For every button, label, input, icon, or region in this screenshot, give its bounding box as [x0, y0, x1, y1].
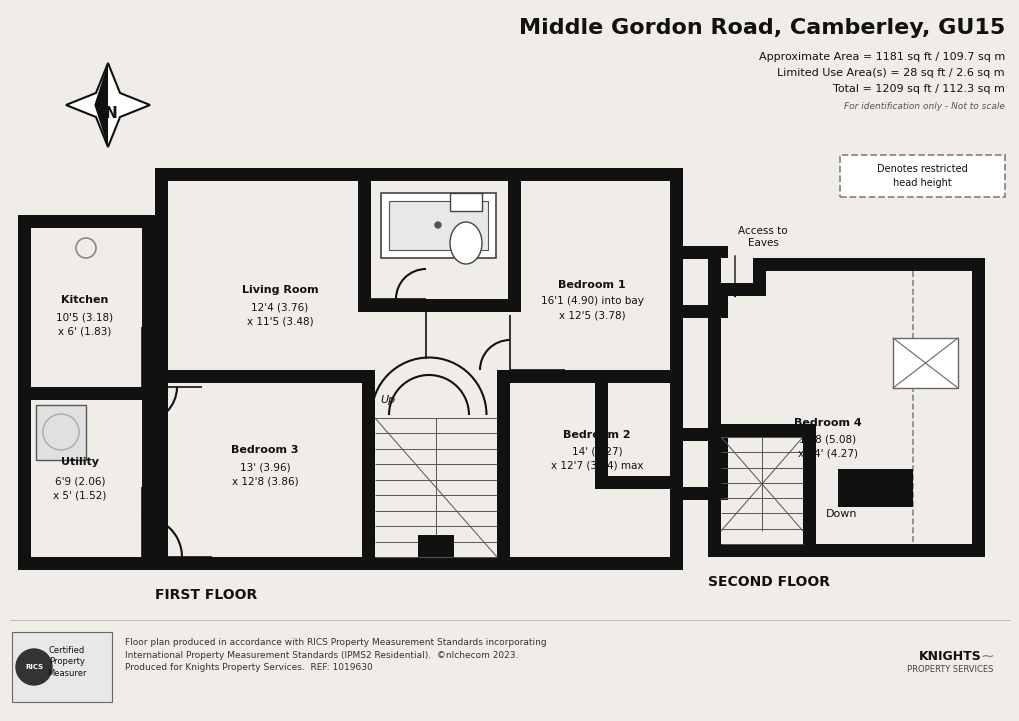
Bar: [971, 258, 984, 557]
Bar: [752, 258, 765, 296]
Text: Approximate Area = 1181 sq ft / 109.7 sq m: Approximate Area = 1181 sq ft / 109.7 sq…: [758, 52, 1004, 62]
Bar: [18, 387, 155, 400]
Text: Access to
Eaves: Access to Eaves: [738, 226, 787, 248]
Bar: [358, 299, 521, 312]
Text: Limited Use Area(s) = 28 sq ft / 2.6 sq m: Limited Use Area(s) = 28 sq ft / 2.6 sq …: [776, 68, 1004, 78]
Bar: [802, 424, 815, 544]
Text: For identification only - Not to scale: For identification only - Not to scale: [844, 102, 1004, 111]
Polygon shape: [95, 63, 108, 147]
Bar: [892, 338, 957, 388]
Bar: [707, 258, 984, 271]
Bar: [496, 370, 510, 570]
Circle shape: [434, 222, 440, 228]
Text: N: N: [105, 105, 117, 120]
Bar: [669, 168, 683, 570]
Ellipse shape: [449, 222, 482, 264]
Bar: [18, 215, 31, 570]
Bar: [18, 215, 155, 228]
Text: PROPERTY SERVICES: PROPERTY SERVICES: [906, 665, 993, 674]
Bar: [36, 405, 86, 460]
Bar: [507, 168, 521, 312]
Circle shape: [16, 649, 52, 685]
Text: 6'9 (2.06)
x 5' (1.52): 6'9 (2.06) x 5' (1.52): [53, 476, 107, 500]
Bar: [720, 258, 752, 296]
Text: Certified
Property
Measurer: Certified Property Measurer: [47, 646, 87, 678]
Bar: [18, 557, 155, 570]
Bar: [669, 305, 728, 318]
Text: Living Room: Living Room: [242, 285, 318, 295]
Bar: [504, 370, 683, 383]
Text: SECOND FLOOR: SECOND FLOOR: [707, 575, 829, 589]
Text: Up: Up: [380, 395, 395, 405]
Text: 12'4 (3.76)
x 11'5 (3.48): 12'4 (3.76) x 11'5 (3.48): [247, 303, 313, 327]
Bar: [707, 544, 984, 557]
Bar: [714, 428, 728, 500]
Bar: [838, 469, 912, 507]
Text: 10'5 (3.18)
x 6' (1.83): 10'5 (3.18) x 6' (1.83): [56, 313, 113, 337]
Text: Bedroom 1: Bedroom 1: [557, 280, 626, 290]
Bar: [358, 168, 371, 312]
Bar: [669, 487, 728, 500]
Text: Bedroom 4: Bedroom 4: [794, 418, 861, 428]
Text: Bedroom 2: Bedroom 2: [562, 430, 630, 440]
Bar: [155, 557, 683, 570]
Bar: [12, 632, 112, 702]
Text: Denotes restricted
head height: Denotes restricted head height: [875, 164, 966, 187]
Bar: [381, 193, 495, 258]
Bar: [155, 370, 365, 383]
Text: Total = 1209 sq ft / 112.3 sq m: Total = 1209 sq ft / 112.3 sq m: [833, 84, 1004, 94]
Bar: [669, 428, 728, 441]
Bar: [840, 155, 1004, 197]
Bar: [155, 215, 168, 228]
Bar: [714, 246, 728, 318]
Text: 16'1 (4.90) into bay
x 12'5 (3.78): 16'1 (4.90) into bay x 12'5 (3.78): [540, 296, 643, 320]
Text: Floor plan produced in accordance with RICS Property Measurement Standards incor: Floor plan produced in accordance with R…: [125, 638, 546, 672]
Bar: [388, 201, 487, 250]
Text: Middle Gordon Road, Camberley, GU15: Middle Gordon Road, Camberley, GU15: [519, 18, 1004, 38]
Polygon shape: [66, 63, 150, 147]
Bar: [155, 168, 168, 570]
Text: 13' (3.96)
x 12'8 (3.86): 13' (3.96) x 12'8 (3.86): [231, 462, 298, 486]
Bar: [594, 383, 607, 489]
Bar: [142, 215, 155, 570]
Bar: [594, 476, 683, 489]
Text: RICS: RICS: [24, 664, 43, 670]
Bar: [707, 258, 720, 557]
Text: 14' (4.27)
x 12'7 (3.84) max: 14' (4.27) x 12'7 (3.84) max: [550, 446, 643, 470]
Bar: [449, 193, 482, 211]
Text: Bedroom 3: Bedroom 3: [231, 445, 299, 455]
Text: 16'8 (5.08)
x 14' (4.27): 16'8 (5.08) x 14' (4.27): [797, 434, 857, 458]
Bar: [362, 370, 375, 570]
Bar: [720, 424, 815, 437]
Text: Kitchen: Kitchen: [61, 295, 109, 305]
Bar: [418, 535, 453, 557]
Text: ~: ~: [979, 648, 994, 666]
Text: Utility: Utility: [61, 457, 99, 467]
Bar: [720, 283, 765, 296]
Text: Down: Down: [825, 509, 857, 519]
Text: FIRST FLOOR: FIRST FLOOR: [155, 588, 257, 602]
Text: KNIGHTS: KNIGHTS: [918, 650, 980, 663]
Bar: [155, 168, 683, 181]
Bar: [669, 246, 728, 259]
